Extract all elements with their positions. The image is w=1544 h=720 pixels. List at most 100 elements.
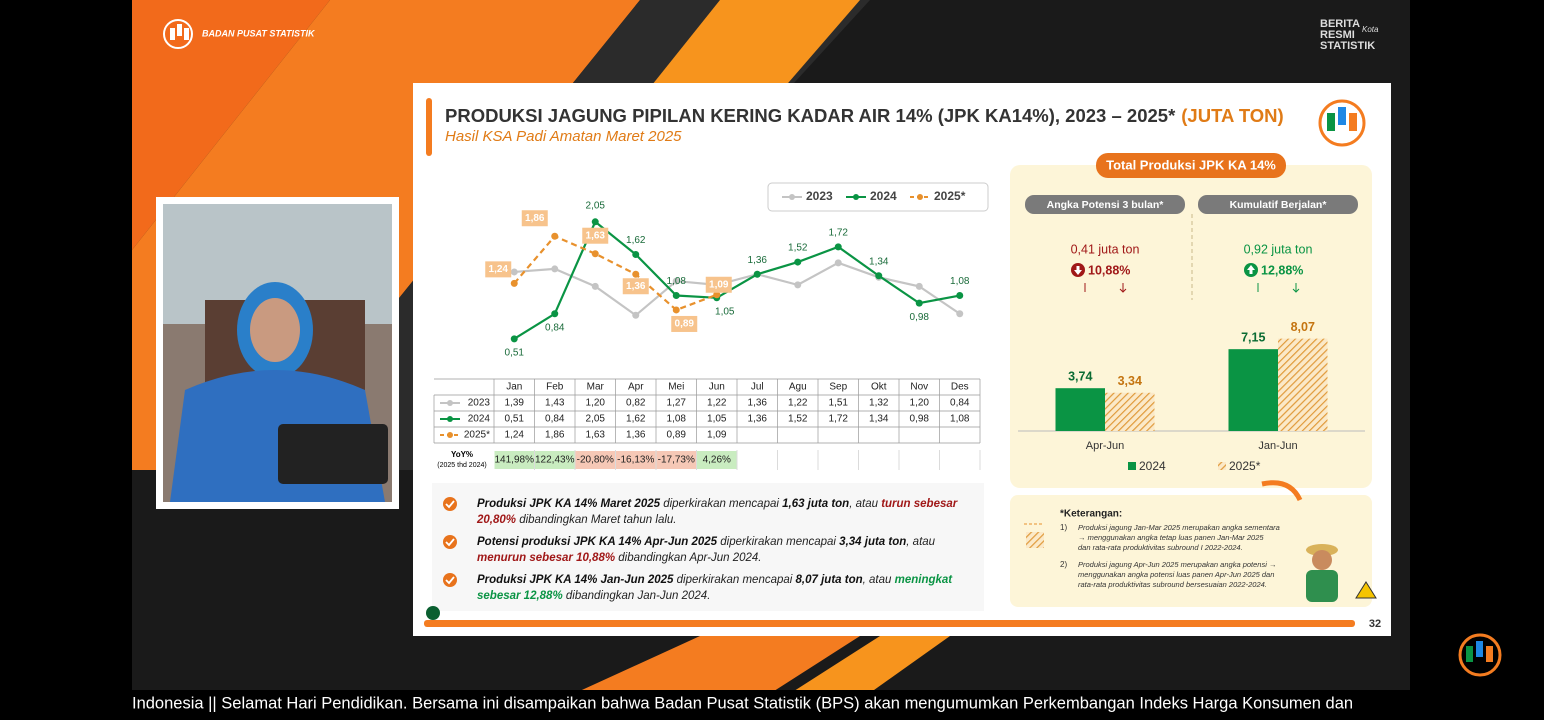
point [834,243,842,251]
point [551,232,559,240]
table-cell: 1,86 [545,430,565,441]
progress-bar [424,620,1355,627]
table-cell: 1,63 [586,430,606,441]
table-cell: 1,52 [788,414,808,425]
month-label: Jun [709,382,725,393]
bullet-segment: diperkirakan mencapai [660,498,782,510]
bullet-segment: dibandingkan Maret tahun lalu. [516,514,676,526]
point [632,270,640,278]
table-cell: 1,22 [707,398,727,409]
point [551,310,559,318]
title-accent [426,98,432,156]
data-label: 1,63 [586,230,606,241]
label-box [582,227,609,244]
change-arrow [1074,266,1082,275]
slide-subtitle: Hasil KSA Padi Amatan Maret 2025 [445,128,682,145]
bullet-segment: Produksi JPK KA 14% Jan-Jun 2025 [477,574,674,586]
bullet-icon [443,535,457,549]
point [834,259,842,267]
bullet-line: Potensi produksi JPK KA 14% Apr-Jun 2025… [477,536,936,548]
point [551,265,559,273]
month-label: Sep [829,382,847,393]
brs-line: BERITA [1320,18,1360,30]
legend-box [767,182,989,212]
bullet-segment: , atau [863,574,895,586]
row-label: 2024 [468,414,491,425]
brs-line: RESMI [1320,29,1355,41]
bullet-segment: diperkirakan mencapai [673,574,795,586]
group-label-bg [1198,195,1358,214]
note-line: rata-rata produktivitas subround bersesu… [1078,580,1267,589]
bullet-check [445,576,455,585]
legend-label: 2023 [806,189,833,203]
ticker: Indonesia || Selamat Hari Pendidikan. Be… [132,694,1353,712]
table-cell: 1,27 [667,398,687,409]
point [915,299,923,307]
table-cell: 0,82 [626,398,646,409]
point [591,218,599,226]
table-cell: 1,51 [829,398,849,409]
slide-logo [1318,99,1366,147]
point [632,311,640,319]
bar-label: 3,74 [1068,369,1092,383]
point [956,292,964,300]
note-line: → menggunakan angka tetap luas panen Jan… [1078,533,1264,542]
bullet-segment: dibandingkan Jan-Jun 2024. [563,590,711,602]
bullet-segment: 3,34 juta ton [839,536,906,548]
data-label: 1,08 [950,276,970,287]
group-label: Angka Potensi 3 bulan* [1047,199,1165,211]
yoy-value: -17,73% [658,455,695,466]
month-label: Apr [628,382,644,393]
bar-label: 8,07 [1291,320,1315,334]
series-line [514,261,961,317]
row-label: 2023 [468,398,491,409]
edit-icon [426,606,440,620]
note-line: Produksi jagung Jan-Mar 2025 merupakan a… [1078,523,1280,532]
month-label: Des [951,382,969,393]
data-label: 0,84 [545,322,565,333]
point [753,270,761,278]
bar [1278,338,1328,431]
point [794,281,802,289]
bullet-line: 20,80% dibandingkan Maret tahun lalu. [476,514,677,526]
table-cell: 1,43 [545,398,565,409]
notes-title: *Keterangan: [1060,509,1122,520]
legend-marker [853,194,859,200]
note-number: 1) [1060,523,1067,532]
yoy-value: 141,98% [495,455,535,466]
yoy-value: -16,13% [617,455,654,466]
bar-label: 3,34 [1118,374,1142,388]
data-label: 0,98 [910,312,930,323]
point [510,279,518,287]
data-label: 2,05 [586,200,606,211]
row-marker [447,432,453,438]
yoy-value: 122,43% [535,455,575,466]
row-marker [447,400,453,406]
title-unit: (JUTA TON) [1181,105,1283,126]
legend-marker [789,194,795,200]
label-box [521,210,548,227]
ticker-bar [0,690,1544,720]
label-box [671,315,698,332]
table-cell: 1,08 [950,414,970,425]
bullet-line: Produksi JPK KA 14% Maret 2025 diperkira… [477,498,958,510]
notes-hatch-icon [1026,532,1044,548]
arrow-deco [1119,283,1127,293]
data-label: 1,36 [748,255,768,266]
table-cell: 0,51 [505,414,525,425]
note-number: 2) [1060,560,1067,569]
change-pct: 10,88% [1088,263,1130,277]
month-label: Agu [789,382,807,393]
group-label: Kumulatif Berjalan* [1230,199,1328,211]
yoy-value: -20,80% [577,455,614,466]
legend-label: 2025* [1229,459,1261,473]
data-label: 1,62 [626,235,646,246]
bullet-segment: Potensi produksi JPK KA 14% Apr-Jun 2025 [477,536,718,548]
notes-panel [1010,495,1372,607]
data-label: 1,08 [667,276,687,287]
bullet-panel [432,483,984,611]
legend-marker [917,194,923,200]
table-cell: 1,08 [667,414,687,425]
